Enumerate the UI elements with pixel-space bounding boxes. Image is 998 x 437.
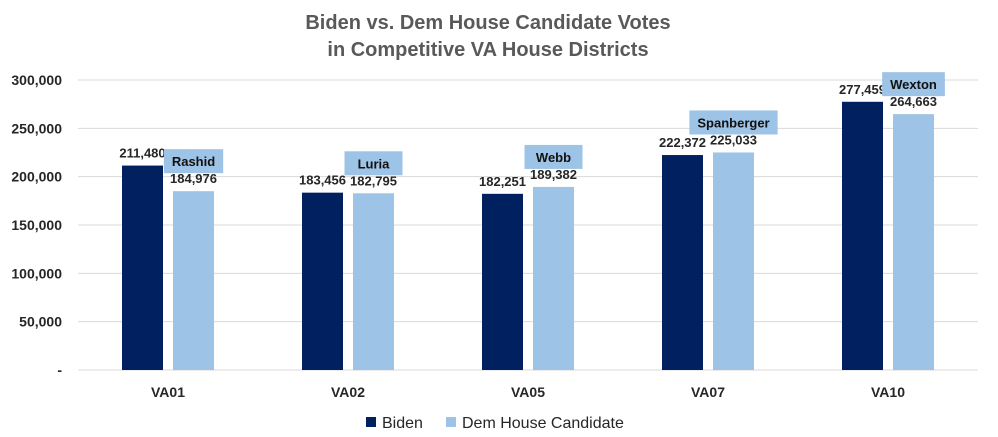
data-labels: 211,480 184,976 183,456 182,795 182,251 189,3…	[119, 82, 937, 189]
data-label: 225,033	[710, 132, 757, 147]
legend-label-dem-house-candidate: Dem House Candidate	[462, 415, 624, 432]
bar-va07-biden	[662, 155, 703, 370]
y-tick-label: 250,000	[11, 120, 62, 136]
bar-va07-dem-house-candidate	[713, 152, 754, 370]
x-axis-categories: VA01 VA02 VA05 VA07 VA10	[151, 384, 905, 400]
gridlines	[78, 79, 978, 371]
y-tick-label: 150,000	[11, 217, 62, 233]
data-label: 189,382	[530, 167, 577, 182]
bar-va10-dem-house-candidate	[893, 114, 934, 370]
y-tick-label: 300,000	[11, 72, 62, 88]
candidate-callout-label: Spanberger	[697, 115, 769, 130]
chart-title-line-2: in Competitive VA House Districts	[327, 39, 648, 61]
data-label: 184,976	[170, 171, 217, 186]
x-category-label: VA02	[331, 384, 365, 400]
bar-va10-biden	[842, 101, 883, 370]
bar-va02-biden	[302, 192, 343, 370]
bar-va05-dem-house-candidate	[533, 186, 574, 370]
data-label: 182,795	[350, 173, 397, 188]
bar-va02-dem-house-candidate	[353, 193, 394, 370]
candidate-callout-box	[524, 144, 583, 169]
data-label: 264,663	[890, 94, 937, 109]
candidate-callout-box	[689, 110, 778, 135]
data-label: 211,480	[119, 146, 165, 161]
candidate-callouts: Rashid Luria Webb Spanberger Wexton	[163, 72, 945, 176]
x-category-label: VA05	[511, 384, 545, 400]
x-category-label: VA10	[871, 384, 905, 400]
y-tick-label: 200,000	[11, 169, 62, 185]
x-category-label: VA07	[691, 384, 725, 400]
bars	[122, 101, 934, 370]
candidate-callout-box	[882, 72, 945, 97]
data-label: 182,251	[479, 174, 526, 189]
bar-va05-biden	[482, 193, 523, 370]
candidate-callout-label: Luria	[358, 156, 391, 171]
candidate-callout-label: Rashid	[172, 154, 215, 169]
legend-swatch-biden	[366, 417, 376, 427]
x-category-label: VA01	[151, 384, 185, 400]
chart-title-line-1: Biden vs. Dem House Candidate Votes	[305, 12, 670, 34]
candidate-callout-box	[163, 149, 224, 174]
candidate-callout-label: Webb	[536, 150, 571, 165]
legend-swatch-dem-house-candidate	[446, 417, 456, 427]
y-axis-ticks: - 50,000 100,000 150,000 200,000 250,000 300,0…	[11, 72, 62, 378]
y-tick-label: -	[57, 362, 62, 378]
y-tick-label: 100,000	[11, 265, 62, 281]
bar-va01-dem-house-candidate	[173, 191, 214, 370]
candidate-callout-label: Wexton	[890, 77, 937, 92]
y-tick-label: 50,000	[19, 314, 62, 330]
data-label: 183,456	[299, 173, 346, 188]
bar-va01-biden	[122, 165, 163, 370]
candidate-callout-box	[344, 151, 403, 176]
data-label: 222,372	[659, 135, 706, 150]
legend-label-biden: Biden	[382, 415, 423, 432]
legend: Biden Dem House Candidate	[366, 415, 624, 432]
data-label: 277,459	[839, 82, 886, 97]
